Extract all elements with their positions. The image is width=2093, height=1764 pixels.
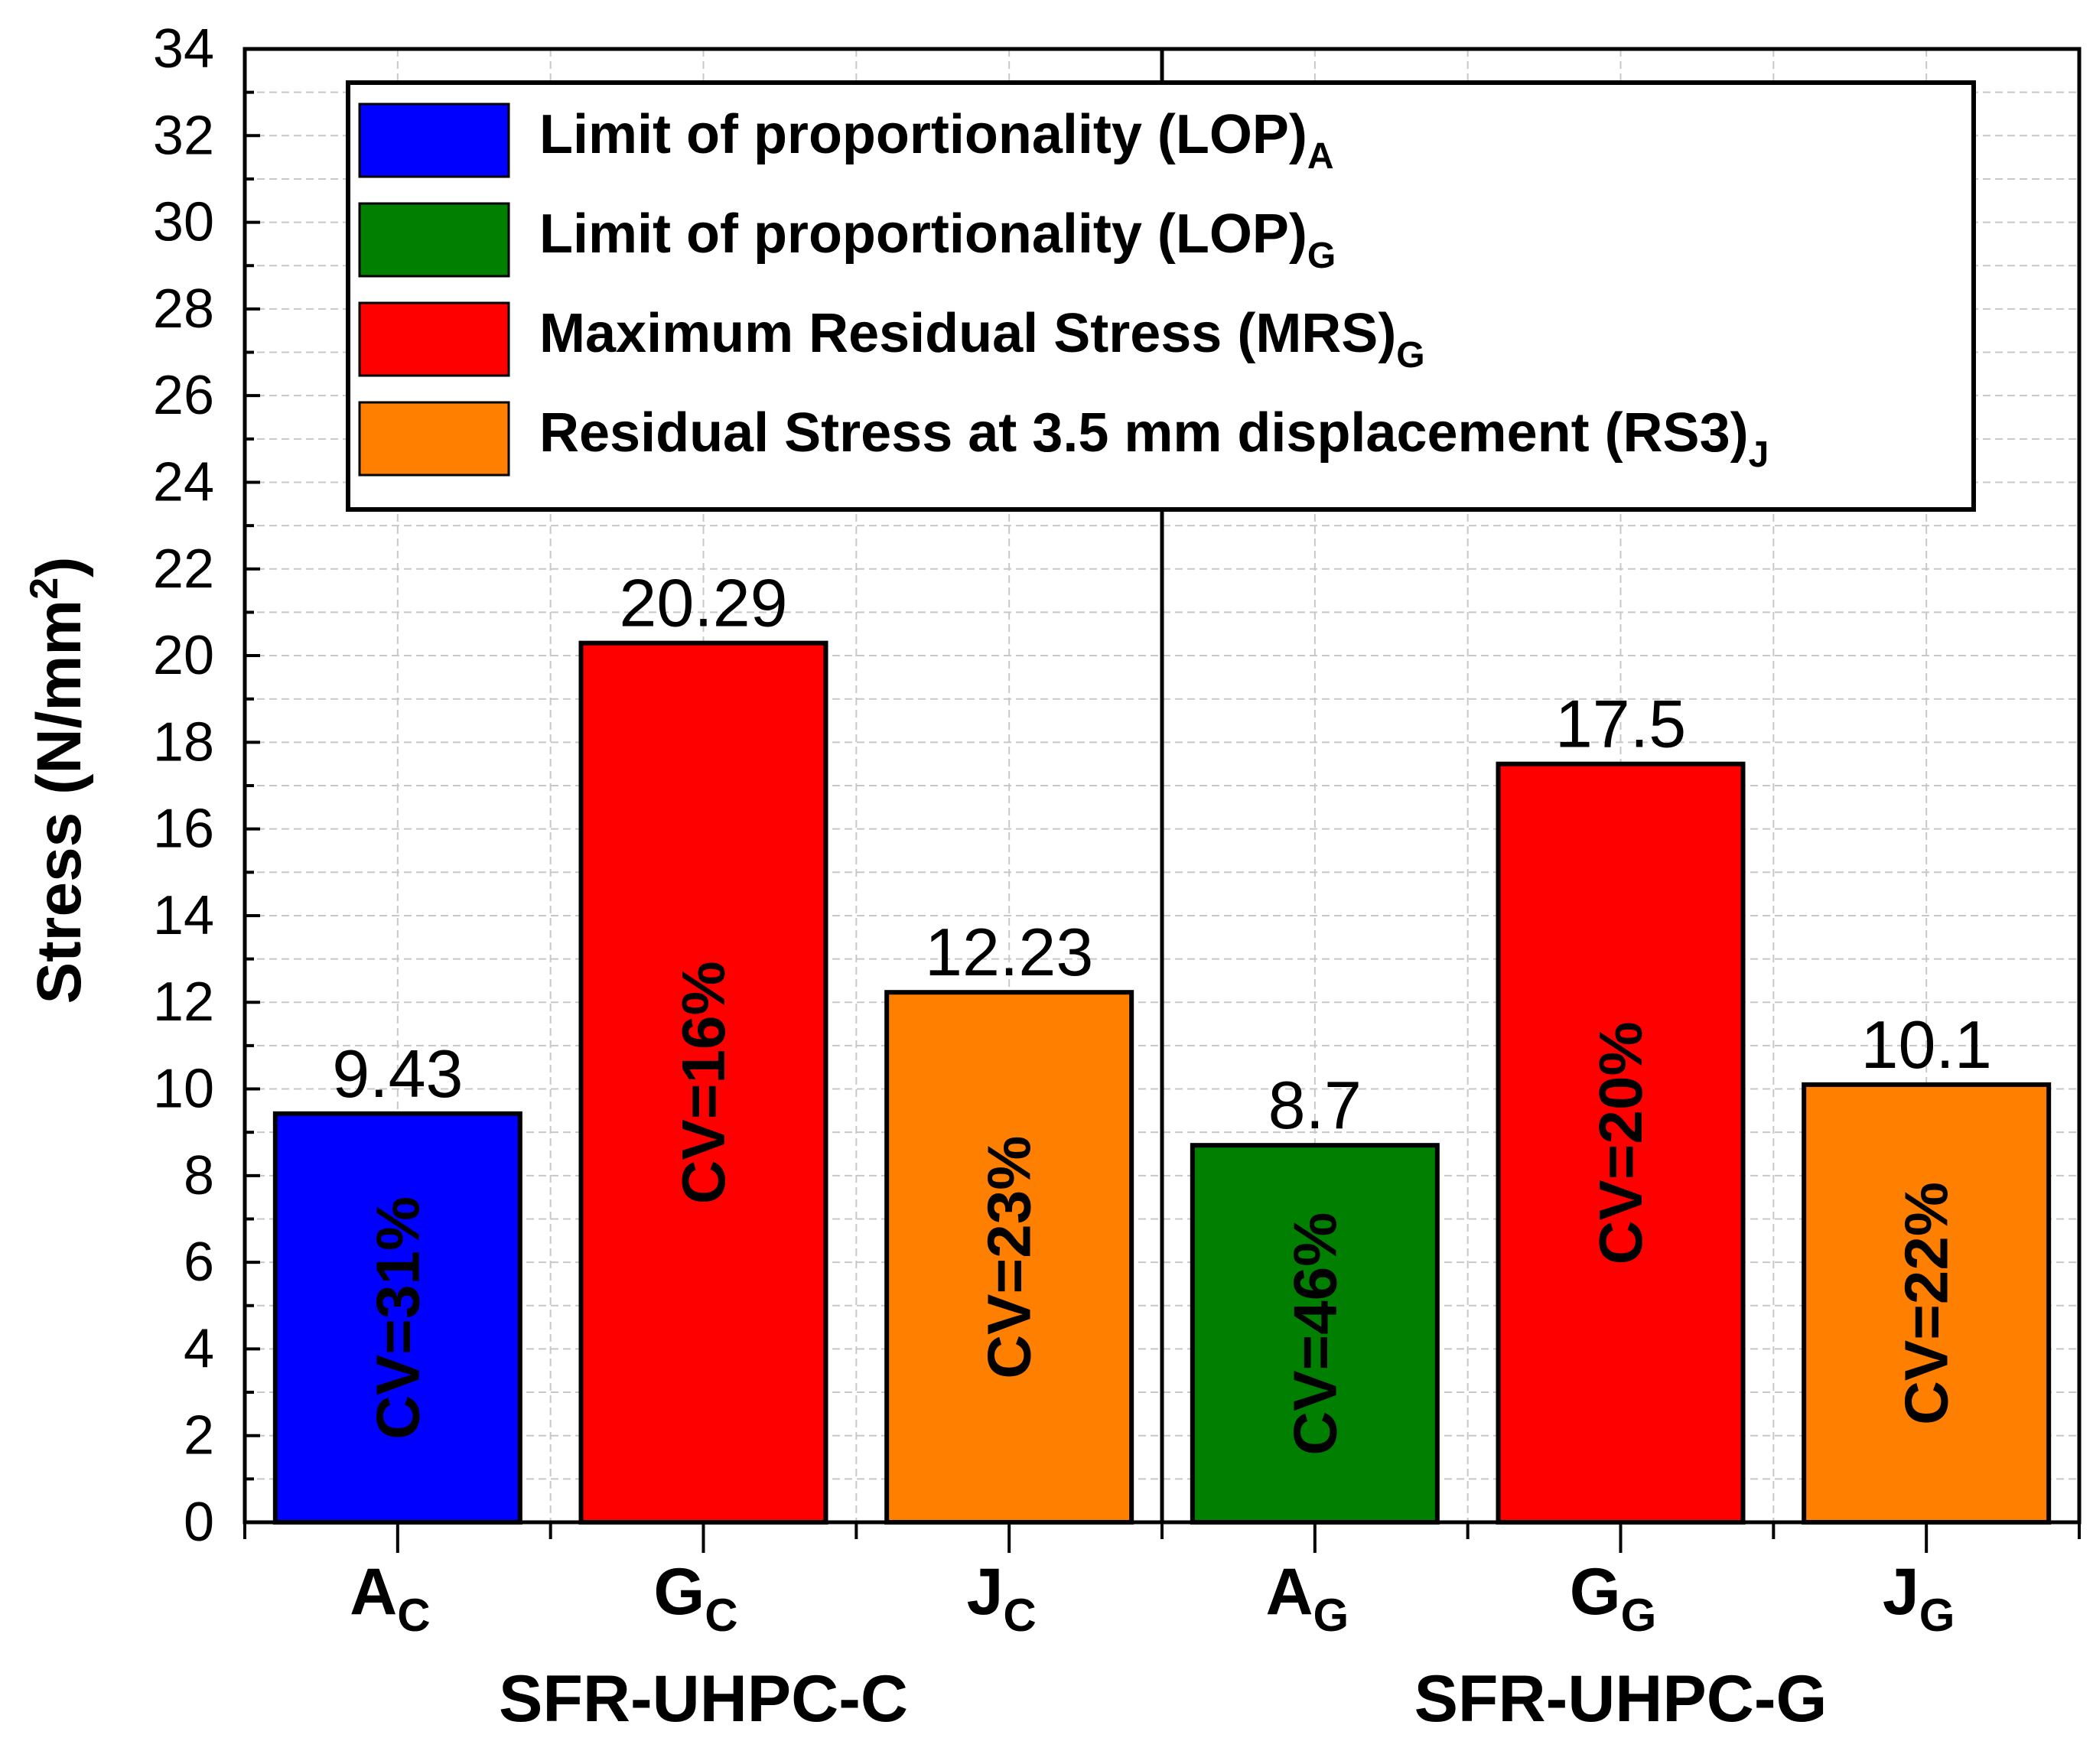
y-tick-label: 26 xyxy=(153,365,214,426)
value-label-A-G: 8.7 xyxy=(1268,1067,1362,1143)
y-tick-label: 0 xyxy=(184,1492,214,1553)
cv-label-A-C: CV=31% xyxy=(363,1196,431,1440)
bar-G-G xyxy=(1496,761,1746,1525)
y-tick-label: 24 xyxy=(153,451,214,513)
legend-label: Limit of proportionality (LOP)G xyxy=(539,203,1336,276)
x-tick-label-main: A xyxy=(1265,1555,1313,1629)
y-axis-label-text: Stress (N/mm xyxy=(24,600,94,1004)
cv-label-J-C: CV=23% xyxy=(975,1136,1043,1379)
x-tick-label-A-G: AG xyxy=(1265,1555,1349,1641)
legend-label-text: Limit of proportionality (LOP) xyxy=(539,203,1307,265)
y-tick-label: 20 xyxy=(153,625,214,686)
y-tick-label: 4 xyxy=(184,1318,214,1379)
bar-G-C xyxy=(578,640,828,1525)
legend-label-sub: A xyxy=(1307,136,1334,177)
cv-label-J-G: CV=22% xyxy=(1893,1182,1961,1425)
y-tick-label: 32 xyxy=(153,105,214,166)
legend-label-sub: J xyxy=(1749,434,1769,475)
bar-A-G xyxy=(1190,1143,1440,1525)
y-tick-label: 16 xyxy=(153,799,214,860)
legend-box xyxy=(346,80,1976,512)
bar-J-C xyxy=(884,990,1134,1525)
y-tick-label: 10 xyxy=(153,1059,214,1120)
x-tick-label-J-G: JG xyxy=(1883,1555,1955,1641)
y-tick-label: 6 xyxy=(184,1232,214,1293)
x-tick-label-sub: G xyxy=(1919,1590,1955,1641)
group-label: SFR-UHPC-G xyxy=(1414,1662,1828,1736)
legend-swatch xyxy=(358,103,510,178)
x-tick-label-G-C: GC xyxy=(653,1555,737,1641)
x-tick-label-sub: G xyxy=(1313,1590,1349,1641)
y-tick-label: 14 xyxy=(153,885,214,946)
bar-A-C xyxy=(272,1111,522,1525)
legend-swatch xyxy=(358,202,510,278)
legend-label: Residual Stress at 3.5 mm displacement (… xyxy=(539,402,1769,475)
legend-swatch xyxy=(358,301,510,377)
y-tick-label: 12 xyxy=(153,972,214,1033)
y-tick-label: 18 xyxy=(153,711,214,773)
value-label-A-C: 9.43 xyxy=(332,1036,463,1111)
y-axis-label-close: ) xyxy=(24,557,94,578)
legend-label-text: Maximum Residual Stress (MRS) xyxy=(539,303,1396,364)
value-label-G-C: 20.29 xyxy=(619,565,787,641)
legend-label-text: Residual Stress at 3.5 mm displacement (… xyxy=(539,402,1749,464)
x-tick-label-J-C: JC xyxy=(967,1555,1037,1641)
x-tick-label-sub: G xyxy=(1621,1590,1657,1641)
y-tick-label: 34 xyxy=(153,18,214,80)
value-label-J-C: 12.23 xyxy=(925,914,1093,990)
cv-label-A-G: CV=46% xyxy=(1281,1212,1349,1456)
x-tick-label-main: G xyxy=(1570,1555,1621,1629)
x-tick-label-A-C: AC xyxy=(350,1555,430,1641)
y-tick-label: 2 xyxy=(184,1405,214,1466)
bars-layer: 9.43 CV=31% 20.29 CV=16% 12.23 CV=23% 8.7 CV=46… xyxy=(272,565,2052,1525)
y-axis-label: Stress (N/mm2) xyxy=(22,557,94,1004)
y-tick-label: 28 xyxy=(153,278,214,340)
legend-label-text: Limit of proportionality (LOP) xyxy=(539,104,1307,165)
bar-J-G xyxy=(1802,1082,2052,1525)
cv-label-G-G: CV=20% xyxy=(1587,1021,1655,1264)
value-label-G-G: 17.5 xyxy=(1555,686,1686,762)
legend-label-sub: G xyxy=(1307,236,1336,276)
y-axis-label-superscript: 2 xyxy=(22,578,67,600)
y-tick-label: 30 xyxy=(153,192,214,253)
x-tick-label-main: J xyxy=(967,1555,1004,1629)
x-tick-label-G-G: GG xyxy=(1570,1555,1657,1641)
x-tick-label-main: J xyxy=(1883,1555,1919,1629)
legend-label: Limit of proportionality (LOP)A xyxy=(539,104,1334,177)
x-tick-label-main: G xyxy=(653,1555,705,1629)
legend-label-sub: G xyxy=(1396,335,1424,376)
cv-label-G-C: CV=16% xyxy=(669,961,737,1204)
x-tick-label-main: A xyxy=(350,1555,397,1629)
legend-label: Maximum Residual Stress (MRS)G xyxy=(539,303,1425,376)
y-tick-label: 8 xyxy=(184,1145,214,1206)
value-label-J-G: 10.1 xyxy=(1861,1007,1992,1082)
x-tick-label-sub: C xyxy=(397,1590,430,1641)
group-label: SFR-UHPC-C xyxy=(499,1662,908,1736)
y-tick-label: 22 xyxy=(153,539,214,600)
legend-swatch xyxy=(358,401,510,477)
x-tick-label-sub: C xyxy=(1003,1590,1036,1641)
x-tick-label-sub: C xyxy=(705,1590,737,1641)
